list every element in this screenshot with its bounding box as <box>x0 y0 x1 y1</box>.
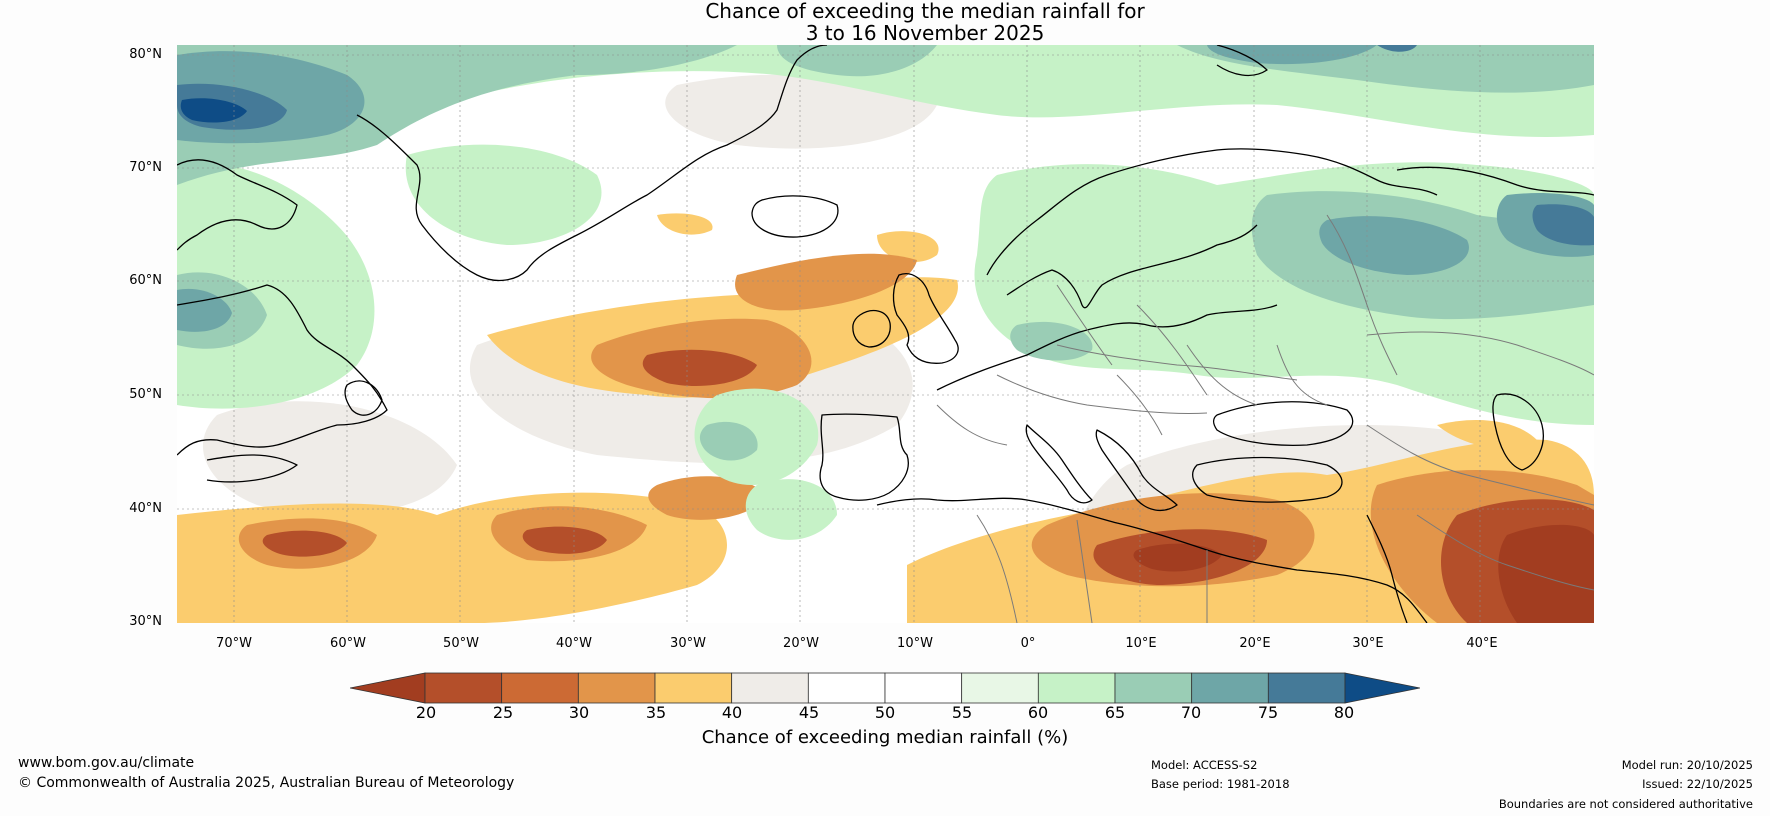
colorbar-tick: 20 <box>415 703 437 722</box>
footer-model: Model: ACCESS-S2 <box>1151 758 1258 772</box>
coastline-turkey <box>1192 456 1343 503</box>
coastline-greenland <box>356 45 828 282</box>
coastline-balkans-greece <box>1095 429 1178 512</box>
lat-label: 40°N <box>129 501 162 516</box>
lat-label: 70°N <box>129 160 162 175</box>
coastlines <box>177 45 1594 623</box>
colorbar-tick: 45 <box>798 703 820 722</box>
lon-label: 10°E <box>1125 636 1157 651</box>
colorbar-tick: 50 <box>874 703 896 722</box>
coastline-great-britain <box>892 273 959 364</box>
coastline-labrador <box>177 284 388 456</box>
footer-issued: Issued: 22/10/2025 <box>1642 777 1753 791</box>
colorbar-tick: 35 <box>645 703 667 722</box>
coastline-nova-scotia <box>206 454 298 483</box>
colorbar-tick: 25 <box>492 703 514 722</box>
rainfall-probability-map <box>177 45 1594 623</box>
lon-label: 70°W <box>216 636 252 651</box>
coastline-ireland <box>852 309 891 348</box>
wet-regions-max <box>180 98 247 123</box>
footer-model-run: Model run: 20/10/2025 <box>1621 758 1753 772</box>
colorbar-tick: 75 <box>1257 703 1279 722</box>
coastline-europe-north <box>936 304 1278 391</box>
map-title-line2: 3 to 16 November 2025 <box>805 21 1045 45</box>
lon-label: 60°W <box>330 636 366 651</box>
dry-regions-extreme <box>1133 524 1594 623</box>
coastline-black-sea <box>1212 401 1354 446</box>
colorbar <box>350 672 1420 704</box>
colorbar-tick: 65 <box>1104 703 1126 722</box>
lon-label: 10°W <box>897 636 933 651</box>
colorbar-bin <box>1191 672 1269 704</box>
colorbar-bin <box>731 672 809 704</box>
coastline-svalbard <box>1216 45 1268 77</box>
footer-website: www.bom.gov.au/climate <box>18 755 195 771</box>
footer-copyright: © Commonwealth of Australia 2025, Austra… <box>18 775 515 791</box>
colorbar-bin <box>424 672 503 704</box>
colorbar-bin <box>501 672 579 704</box>
coastline-iceland <box>751 195 839 238</box>
lon-label: 20°W <box>783 636 819 651</box>
footer-disclaimer: Boundaries are not considered authoritat… <box>1498 797 1753 811</box>
lat-label: 80°N <box>129 47 162 62</box>
map-title-line1: Chance of exceeding the median rainfall … <box>705 0 1145 23</box>
colorbar-tick: 70 <box>1180 703 1202 722</box>
colorbar-tick: 80 <box>1333 703 1355 722</box>
lat-label: 60°N <box>129 273 162 288</box>
lon-label: 40°E <box>1466 636 1498 651</box>
coastline-north-africa <box>876 497 1428 623</box>
coastline-newfoundland <box>344 380 383 416</box>
coastline-italy <box>1025 424 1093 504</box>
colorbar-bin <box>807 672 886 704</box>
colorbar-label: Chance of exceeding median rainfall (%) <box>701 727 1069 748</box>
coastline-caspian <box>1492 393 1544 471</box>
lon-label: 0° <box>1020 636 1036 651</box>
colorbar-bin <box>884 672 963 704</box>
lat-label: 50°N <box>129 387 162 402</box>
colorbar-tick: 30 <box>568 703 590 722</box>
lon-label: 40°W <box>556 636 592 651</box>
coastline-iberia <box>819 413 909 501</box>
country-borders <box>936 214 1594 623</box>
colorbar-bin <box>1114 672 1193 704</box>
colorbar-bin <box>961 672 1039 704</box>
colorbar-tick: 40 <box>721 703 743 722</box>
colorbar-extend-high <box>1344 672 1420 704</box>
lon-label: 20°E <box>1239 636 1271 651</box>
colorbar-tick: 60 <box>1027 703 1049 722</box>
coastline-sweden-baltic <box>1006 224 1258 309</box>
colorbar-extend-low <box>350 672 426 704</box>
coastline-levant <box>1366 514 1408 623</box>
colorbar-bin <box>1267 672 1346 704</box>
colorbar-bin <box>654 672 733 704</box>
footer-base-period: Base period: 1981-2018 <box>1151 777 1290 791</box>
colorbar-bin <box>577 672 656 704</box>
colorbar-bin <box>1037 672 1116 704</box>
graticule <box>177 45 1594 623</box>
lon-label: 50°W <box>443 636 479 651</box>
lat-label: 30°N <box>129 614 162 629</box>
coastline-baffin <box>177 159 298 251</box>
colorbar-tick: 55 <box>951 703 973 722</box>
coastline-russian-arctic <box>1396 166 1594 196</box>
coastline-norway <box>986 148 1438 276</box>
lon-label: 30°E <box>1352 636 1384 651</box>
lon-label: 30°W <box>670 636 706 651</box>
